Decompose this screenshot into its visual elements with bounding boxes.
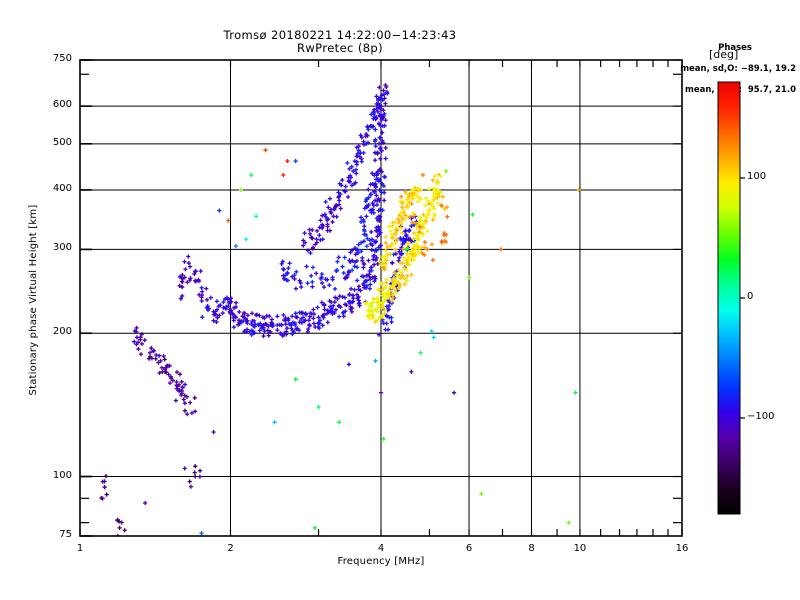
y-tick-label: 600 xyxy=(52,99,72,111)
x-tick-label: 10 xyxy=(573,543,587,554)
y-tick-label: 100 xyxy=(52,469,72,481)
plot-title: Tromsø 20180221 14:22:00−14:23:43 xyxy=(223,28,457,42)
plot-frame xyxy=(79,59,683,537)
x-tick-label: 4 xyxy=(377,543,385,554)
x-tick-label: 2 xyxy=(227,543,234,554)
colorbar-tick-label: 0 xyxy=(747,291,754,302)
y-tick-label: 300 xyxy=(52,242,72,254)
phase-stats-heading: Phases xyxy=(718,43,752,53)
colorbar-tick-label: 100 xyxy=(747,171,767,182)
x-tick-label: 1 xyxy=(76,543,84,554)
plot-subtitle: RwPretec (8p) xyxy=(296,41,384,55)
gridlines xyxy=(80,60,682,536)
y-tick-label: 75 xyxy=(59,529,72,540)
y-tick-label: 500 xyxy=(52,136,72,148)
x-tick-label: 16 xyxy=(675,543,689,554)
x-axis-label: Frequency [MHz] xyxy=(337,556,425,567)
y-tick-label: 200 xyxy=(52,326,72,338)
y-tick-label: 400 xyxy=(52,182,72,194)
y-tick-label: 750 xyxy=(52,53,72,64)
x-tick-label: 6 xyxy=(465,543,473,554)
data-points xyxy=(99,83,581,536)
colorbar-unit-label: [deg] xyxy=(709,48,739,61)
colorbar-tick-label: −100 xyxy=(747,411,775,422)
phase-stats-o-line: mean, sd,O: −89.1, 19.2 xyxy=(680,64,796,74)
colorbar xyxy=(717,81,741,515)
x-tick-label: 8 xyxy=(528,543,535,554)
colorbar-ticks xyxy=(740,177,745,419)
